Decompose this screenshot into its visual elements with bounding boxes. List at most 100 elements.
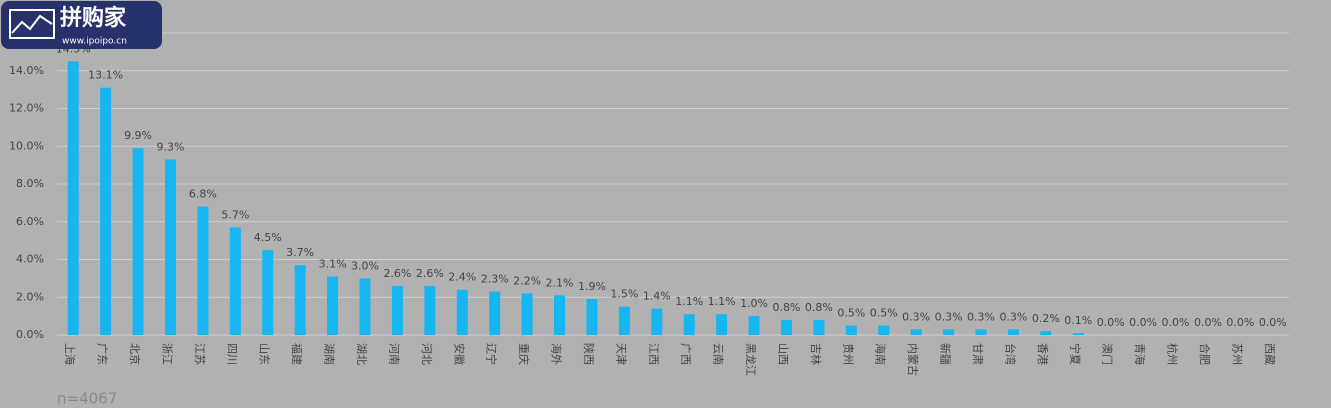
data-label: 0.0% xyxy=(1259,316,1287,329)
bar xyxy=(716,314,728,335)
data-label: 9.9% xyxy=(124,129,152,142)
data-label: 0.5% xyxy=(837,307,865,320)
x-tick-label: 内蒙古 xyxy=(906,343,920,376)
x-tick-label: 甘肃 xyxy=(971,343,984,365)
x-tick-label: 福建 xyxy=(290,343,304,365)
x-tick-label: 海外 xyxy=(550,343,564,365)
x-tick-label: 辽宁 xyxy=(485,343,499,365)
data-label: 0.0% xyxy=(1162,316,1190,329)
data-label: 4.5% xyxy=(254,231,282,244)
x-tick-label: 海南 xyxy=(874,343,888,365)
bar xyxy=(943,329,955,335)
x-tick-label: 陕西 xyxy=(582,343,596,365)
x-tick-label: 上海 xyxy=(63,343,77,365)
data-label: 2.3% xyxy=(481,273,509,286)
data-label: 2.6% xyxy=(416,267,444,280)
bar xyxy=(878,325,890,335)
data-label: 9.3% xyxy=(156,140,184,153)
data-label: 13.1% xyxy=(88,69,123,82)
x-tick-label: 山西 xyxy=(776,343,789,365)
bar xyxy=(456,289,468,335)
logo-icon xyxy=(11,14,53,34)
data-label: 0.1% xyxy=(1064,314,1092,327)
data-label: 0.8% xyxy=(772,301,800,314)
bar xyxy=(100,87,112,335)
y-tick-label: 0.0% xyxy=(16,328,44,341)
y-tick-label: 12.0% xyxy=(9,102,44,115)
data-label: 3.0% xyxy=(351,259,379,272)
x-tick-label: 青海 xyxy=(1133,343,1147,365)
bar xyxy=(521,293,533,335)
x-tick-label: 贵州 xyxy=(841,343,854,365)
bar xyxy=(164,159,176,335)
logo-name: 拼购家 xyxy=(60,5,127,31)
x-tick-label: 台湾 xyxy=(1003,343,1017,365)
data-label: 6.8% xyxy=(189,188,217,201)
x-tick-label: 澳门 xyxy=(1101,343,1115,365)
x-tick-label: 黑龙江 xyxy=(744,343,757,376)
x-tick-label: 湖北 xyxy=(355,343,368,365)
x-tick-label: 江苏 xyxy=(193,343,206,365)
x-tick-label: 山东 xyxy=(258,343,271,365)
x-tick-label: 天津 xyxy=(614,343,627,365)
x-tick-label: 四川 xyxy=(225,343,238,365)
data-label: 1.0% xyxy=(740,297,768,310)
data-label: 2.4% xyxy=(448,271,476,284)
logo: 拼购家 www.ipoipo.cn xyxy=(1,1,162,49)
y-tick-label: 10.0% xyxy=(9,139,44,152)
bar xyxy=(294,265,306,335)
data-label: 0.2% xyxy=(1032,312,1060,325)
data-label: 0.3% xyxy=(935,310,963,323)
x-tick-label: 浙江 xyxy=(160,343,173,365)
bar xyxy=(813,319,825,335)
data-label: 1.1% xyxy=(708,295,736,308)
data-label: 1.4% xyxy=(643,290,671,303)
bar xyxy=(262,250,274,335)
bar xyxy=(1040,331,1052,335)
x-tick-label: 北京 xyxy=(128,343,142,365)
bar xyxy=(748,316,760,335)
data-label: 3.1% xyxy=(319,257,347,270)
y-tick-label: 2.0% xyxy=(16,290,44,303)
bar xyxy=(910,329,922,335)
x-tick-label: 河北 xyxy=(420,343,433,365)
x-tick-label: 西藏 xyxy=(1263,343,1276,365)
x-tick-label: 杭州 xyxy=(1166,343,1180,365)
y-tick-label: 8.0% xyxy=(16,177,44,190)
bar xyxy=(197,206,209,335)
x-tick-label: 广东 xyxy=(96,343,109,365)
bar xyxy=(845,325,857,335)
data-label: 2.6% xyxy=(383,267,411,280)
x-tick-label: 吉林 xyxy=(809,343,823,365)
bar xyxy=(424,285,436,335)
y-tick-label: 4.0% xyxy=(16,253,44,266)
data-label: 0.5% xyxy=(870,307,898,320)
x-tick-label: 广西 xyxy=(679,343,692,365)
bar xyxy=(683,314,695,335)
bar xyxy=(586,299,598,335)
data-label: 1.5% xyxy=(610,288,638,301)
x-tick-label: 合肥 xyxy=(1198,343,1212,365)
x-tick-label: 香港 xyxy=(1036,343,1049,365)
data-label: 0.0% xyxy=(1226,316,1254,329)
bar xyxy=(554,295,566,335)
bar xyxy=(1007,329,1019,335)
x-tick-label: 江西 xyxy=(647,343,660,365)
data-label: 0.3% xyxy=(967,310,995,323)
bar xyxy=(327,276,339,335)
y-tick-label: 14.0% xyxy=(9,64,44,77)
x-tick-label: 云南 xyxy=(712,343,725,365)
bar xyxy=(1072,333,1084,335)
x-tick-label: 新疆 xyxy=(939,343,953,365)
x-tick-label: 苏州 xyxy=(1230,343,1243,365)
bar xyxy=(975,329,987,335)
data-label: 1.9% xyxy=(578,280,606,293)
bar xyxy=(780,319,792,335)
bar xyxy=(651,308,663,335)
data-label: 0.3% xyxy=(902,310,930,323)
logo-url: www.ipoipo.cn xyxy=(62,37,127,47)
plot: 0.0%2.0%4.0%6.0%8.0%10.0%12.0%14.0%上海14.… xyxy=(9,32,1289,376)
